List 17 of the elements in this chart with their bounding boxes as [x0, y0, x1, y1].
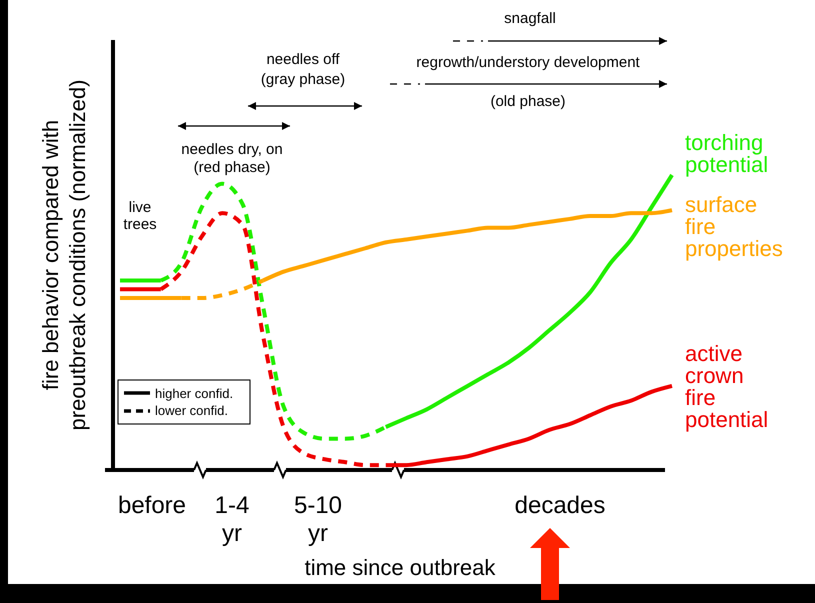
annotation: higher confid.: [155, 386, 234, 401]
text: regrowth/understory development: [416, 54, 641, 71]
text: 1-4 yr: [214, 492, 250, 547]
text: decades: [514, 492, 606, 519]
annotation: needles dry, on (red phase): [181, 141, 283, 176]
text: snagfall: [504, 10, 556, 27]
annotation: lower confid.: [155, 403, 228, 418]
text: before: [118, 492, 186, 519]
series-label: surface fire properties: [685, 192, 783, 261]
y-axis-title: fire behavior compared with preoutbreak conditions (normalized): [38, 80, 90, 430]
text: needles off (gray phase): [260, 51, 346, 88]
text: 5-10 yr: [294, 492, 342, 547]
annotation: live trees: [123, 199, 157, 233]
series-label: active crown fire potential: [685, 340, 768, 432]
x-axis-title: time since outbreak: [304, 555, 496, 580]
text: (old phase): [490, 93, 566, 110]
series-label: torching potential: [685, 130, 768, 177]
